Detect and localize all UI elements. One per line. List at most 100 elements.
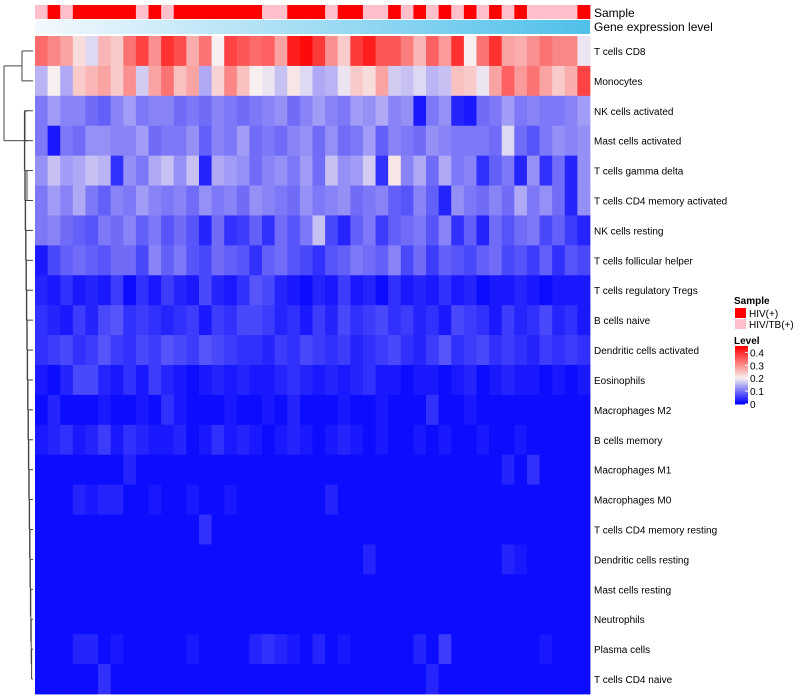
heatmap-cell	[274, 95, 288, 127]
heatmap-cell	[552, 394, 566, 426]
heatmap-cell	[337, 604, 351, 635]
heatmap-cell	[211, 574, 225, 605]
heatmap-cell	[463, 95, 477, 127]
heatmap-cell	[577, 155, 591, 186]
colorbar-segment	[735, 360, 748, 363]
heatmap-cell	[312, 604, 326, 635]
sample-annotation-cell	[123, 5, 137, 19]
heatmap-cell	[514, 95, 528, 127]
heatmap-cell	[186, 65, 200, 97]
heatmap-cell	[262, 125, 276, 157]
heatmap-cell	[60, 245, 74, 276]
heatmap-cell	[400, 185, 414, 216]
heatmap-cell	[426, 245, 440, 276]
heatmap-cell	[249, 95, 263, 127]
heatmap-cell	[564, 275, 578, 306]
heatmap-cell	[451, 365, 465, 396]
heatmap-cell	[224, 305, 238, 336]
heatmap-cell	[262, 604, 276, 635]
heatmap-cell	[287, 634, 301, 665]
heatmap-cell	[211, 514, 225, 545]
heatmap-cell	[552, 514, 566, 545]
heatmap-cell	[173, 125, 187, 157]
colorbar-segment	[735, 367, 748, 370]
heatmap-cell	[514, 514, 528, 545]
heatmap-cell	[299, 155, 313, 186]
heatmap-cell	[489, 305, 503, 336]
colorbar-segment	[735, 373, 748, 376]
heatmap-cell	[337, 215, 351, 246]
heatmap-cell	[85, 305, 99, 336]
heatmap-cell	[463, 275, 477, 306]
heatmap-cell	[375, 454, 389, 486]
heatmap-cell	[211, 335, 225, 366]
heatmap-cell	[287, 275, 301, 306]
heatmap-cell	[161, 305, 175, 336]
heatmap-cell	[451, 155, 465, 186]
heatmap-cell	[463, 454, 477, 486]
heatmap-cell	[577, 275, 591, 306]
heatmap-cell	[72, 514, 86, 545]
heatmap-cell	[274, 454, 288, 486]
heatmap-cell	[299, 185, 313, 216]
heatmap-cell	[375, 365, 389, 396]
heatmap-cell	[337, 574, 351, 605]
heatmap-cell	[161, 36, 175, 67]
heatmap-cell	[198, 125, 212, 157]
heatmap-cell	[224, 125, 238, 157]
level-tick-labels: 0.4 0.3 0.2 0.1 0	[745, 348, 764, 411]
heatmap-cell	[135, 424, 149, 456]
gene-expression-track-label: Gene expression level	[594, 20, 713, 34]
heatmap-cell	[463, 394, 477, 426]
heatmap-cell	[198, 604, 212, 635]
heatmap-cell	[400, 604, 414, 635]
heatmap-cell	[85, 215, 99, 246]
sample-annotation-cell	[98, 5, 112, 19]
heatmap-cell	[35, 454, 49, 486]
heatmap-cell	[375, 484, 389, 515]
heatmap-cell	[489, 544, 503, 575]
heatmap-cell	[514, 394, 528, 426]
heatmap-cell	[135, 215, 149, 246]
heatmap-cell	[451, 185, 465, 216]
heatmap-cell	[249, 125, 263, 157]
heatmap-cell	[72, 65, 86, 97]
heatmap-cell	[514, 305, 528, 336]
heatmap-cell	[539, 125, 553, 157]
heatmap-cell	[110, 215, 124, 246]
heatmap-cell	[539, 365, 553, 396]
heatmap-cell	[236, 365, 250, 396]
heatmap-cell	[249, 365, 263, 396]
heatmap-cell	[489, 365, 503, 396]
heatmap-cell	[577, 454, 591, 486]
heatmap-cell	[350, 185, 364, 216]
heatmap-cell	[375, 215, 389, 246]
heatmap-cell	[552, 275, 566, 306]
row-label: T cells CD4 naive	[594, 675, 673, 686]
heatmap-cell	[350, 305, 364, 336]
heatmap-cell	[287, 365, 301, 396]
heatmap-cell	[249, 215, 263, 246]
heatmap-cell	[186, 424, 200, 456]
heatmap-cell	[501, 155, 515, 186]
heatmap-cell	[337, 125, 351, 157]
heatmap-cell	[539, 305, 553, 336]
heatmap-cell	[463, 185, 477, 216]
heatmap-cell	[173, 394, 187, 426]
heatmap-cell	[501, 245, 515, 276]
heatmap-cell	[161, 514, 175, 545]
heatmap-cell	[186, 394, 200, 426]
heatmap-cell	[438, 125, 452, 157]
sample-annotation-cell	[463, 5, 477, 19]
heatmap-cell	[413, 275, 427, 306]
heatmap-cell	[337, 36, 351, 67]
heatmap-cell	[60, 335, 74, 366]
heatmap-cell	[47, 424, 61, 456]
heatmap-cell	[287, 454, 301, 486]
heatmap-cell	[236, 125, 250, 157]
heatmap-cell	[388, 185, 402, 216]
heatmap-cell	[35, 65, 49, 97]
heatmap-cell	[489, 335, 503, 366]
heatmap-cell	[287, 125, 301, 157]
heatmap-cell	[325, 185, 339, 216]
